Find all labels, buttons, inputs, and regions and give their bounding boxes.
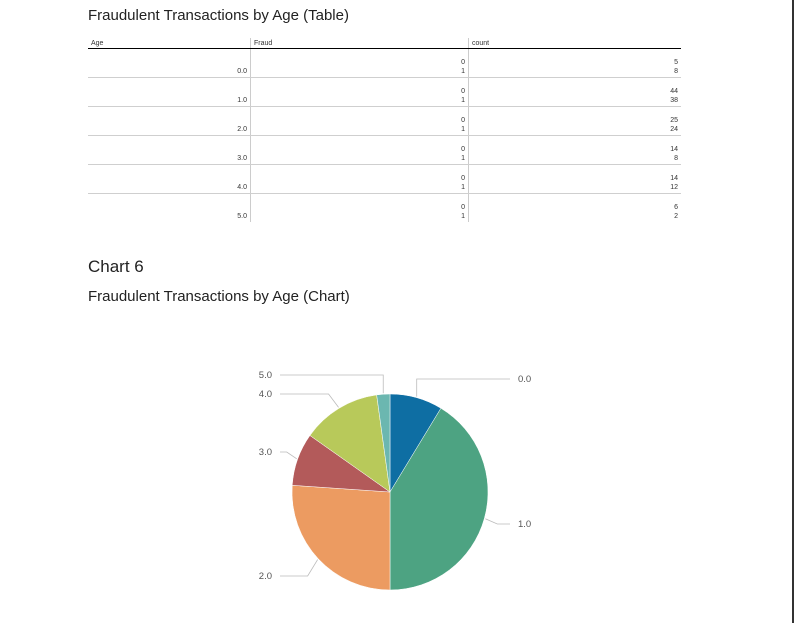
count-value: 25 xyxy=(670,117,678,124)
leader-line xyxy=(416,378,510,397)
fraud-value: 0 xyxy=(461,175,465,182)
slice-label: 2.0 xyxy=(259,571,272,582)
fraud-value: 1 xyxy=(461,67,465,75)
table-row: 5.0 0 1 6 2 xyxy=(88,193,681,222)
age-cell: 4.0 xyxy=(88,164,251,194)
table-row: 0.0 0 1 5 8 xyxy=(88,48,681,78)
leader-line xyxy=(280,559,318,577)
column-header-count: count xyxy=(468,38,681,49)
fraud-value: 1 xyxy=(461,125,465,133)
count-value: 38 xyxy=(670,96,678,104)
age-cell: 5.0 xyxy=(237,213,247,220)
chart-heading: Chart 6 xyxy=(88,257,144,276)
fraud-value: 0 xyxy=(461,117,465,124)
fraud-value: 1 xyxy=(461,183,465,191)
pie-slice-4-0 xyxy=(309,394,391,493)
chart-title: Fraudulent Transactions by Age (Chart) xyxy=(88,288,350,305)
fraud-value: 1 xyxy=(461,154,465,162)
slice-label: 1.0 xyxy=(518,519,531,530)
count-value: 24 xyxy=(670,125,678,133)
count-value: 8 xyxy=(674,154,678,162)
slice-label: 5.0 xyxy=(259,370,272,381)
table-title: Fraudulent Transactions by Age (Table) xyxy=(88,7,349,24)
count-value: 44 xyxy=(670,88,678,95)
leader-line xyxy=(280,393,339,408)
fraud-by-age-table: Age Fraud count 0.0 0 1 5 8 1.0 0 1 44 38 2.0 0 1 25 2… xyxy=(88,38,681,222)
fraud-value: 0 xyxy=(461,146,465,153)
fraud-value: 1 xyxy=(461,96,465,104)
count-value: 6 xyxy=(674,204,678,211)
table-row: 4.0 0 1 14 12 xyxy=(88,164,681,194)
table-row: 1.0 0 1 44 38 xyxy=(88,77,681,107)
age-cell: 0.0 xyxy=(88,48,251,78)
slice-label: 0.0 xyxy=(518,374,531,385)
fraud-value: 1 xyxy=(461,212,465,220)
pie-slice-2-0 xyxy=(291,485,391,591)
table-body: 0.0 0 1 5 8 1.0 0 1 44 38 2.0 0 1 25 24 3.0 0 1 14 8 4.0 0 1 14… xyxy=(88,48,681,222)
count-value: 2 xyxy=(674,212,678,220)
table-header-row: Age Fraud count xyxy=(88,38,681,49)
age-cell: 1.0 xyxy=(88,77,251,107)
count-value: 14 xyxy=(670,175,678,182)
pie-slice-5-0 xyxy=(376,393,391,493)
column-header-fraud: Fraud xyxy=(250,38,469,49)
fraud-value: 0 xyxy=(461,59,465,66)
count-cell: 25 24 xyxy=(468,106,681,136)
count-cell: 44 38 xyxy=(468,77,681,107)
table-row: 2.0 0 1 25 24 xyxy=(88,106,681,136)
count-value: 14 xyxy=(670,146,678,153)
fraud-value: 0 xyxy=(461,88,465,95)
count-value: 8 xyxy=(674,67,678,75)
column-header-age: Age xyxy=(88,38,251,49)
fraud-value: 0 xyxy=(461,204,465,211)
pie-slice-1-0 xyxy=(389,407,489,591)
page-right-border xyxy=(792,0,794,623)
leader-line xyxy=(280,374,384,394)
count-cell: 14 12 xyxy=(468,164,681,194)
count-cell: 14 8 xyxy=(468,135,681,165)
age-cell: 2.0 xyxy=(88,106,251,136)
age-cell: 3.0 xyxy=(88,135,251,165)
leader-line xyxy=(485,518,510,525)
slice-label: 3.0 xyxy=(259,447,272,458)
slice-label: 4.0 xyxy=(259,389,272,400)
table-row: 3.0 0 1 14 8 xyxy=(88,135,681,165)
leader-line xyxy=(280,451,297,460)
count-value: 5 xyxy=(674,59,678,66)
count-value: 12 xyxy=(670,183,678,191)
